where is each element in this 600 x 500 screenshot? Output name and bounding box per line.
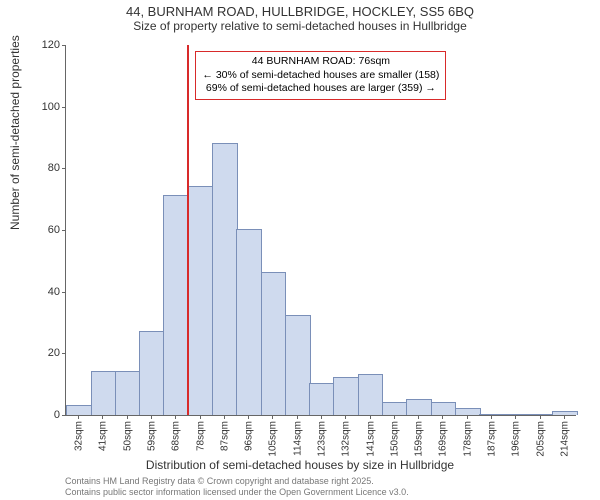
chart-container: 44, BURNHAM ROAD, HULLBRIDGE, HOCKLEY, S…	[0, 0, 600, 500]
x-tick-label: 59sqm	[145, 421, 158, 451]
histogram-bar	[261, 272, 287, 415]
histogram-bar	[333, 377, 359, 415]
x-tick-mark	[418, 415, 419, 419]
histogram-bar	[91, 371, 117, 415]
x-tick-label: 132sqm	[339, 421, 352, 457]
footer-line-2: Contains public sector information licen…	[65, 487, 409, 498]
x-tick-label: 178sqm	[460, 421, 473, 457]
x-tick-label: 196sqm	[509, 421, 522, 457]
footer-line-1: Contains HM Land Registry data © Crown c…	[65, 476, 409, 487]
x-tick-mark	[467, 415, 468, 419]
histogram-bar	[309, 383, 335, 415]
x-tick-mark	[102, 415, 103, 419]
x-tick-label: 159sqm	[412, 421, 425, 457]
histogram-bar	[115, 371, 141, 415]
histogram-bar	[212, 143, 238, 415]
x-tick-mark	[200, 415, 201, 419]
x-tick-label: 169sqm	[436, 421, 449, 457]
y-axis-label: Number of semi-detached properties	[8, 35, 22, 230]
plot-area: 02040608010012032sqm41sqm50sqm59sqm68sqm…	[65, 45, 576, 416]
histogram-bar	[285, 315, 311, 415]
histogram-bar	[188, 186, 214, 415]
y-tick-mark	[62, 353, 66, 354]
x-axis-label: Distribution of semi-detached houses by …	[0, 458, 600, 472]
y-tick-mark	[62, 45, 66, 46]
x-tick-mark	[442, 415, 443, 419]
x-tick-mark	[515, 415, 516, 419]
y-tick-mark	[62, 107, 66, 108]
x-tick-label: 87sqm	[217, 421, 230, 451]
histogram-bar	[382, 402, 408, 415]
annotation-line: ← 30% of semi-detached houses are smalle…	[202, 69, 439, 83]
histogram-bar	[431, 402, 457, 415]
x-tick-mark	[564, 415, 565, 419]
y-tick-mark	[62, 230, 66, 231]
x-tick-mark	[370, 415, 371, 419]
x-tick-label: 41sqm	[96, 421, 109, 451]
x-tick-label: 32sqm	[72, 421, 85, 451]
histogram-bar	[406, 399, 432, 415]
x-tick-mark	[248, 415, 249, 419]
x-tick-mark	[491, 415, 492, 419]
y-tick-mark	[62, 168, 66, 169]
x-tick-label: 141sqm	[363, 421, 376, 457]
x-tick-label: 50sqm	[120, 421, 133, 451]
x-tick-mark	[394, 415, 395, 419]
chart-title: 44, BURNHAM ROAD, HULLBRIDGE, HOCKLEY, S…	[0, 0, 600, 19]
x-tick-mark	[78, 415, 79, 419]
histogram-bar	[139, 331, 165, 415]
histogram-bar	[66, 405, 92, 415]
y-tick-mark	[62, 415, 66, 416]
x-tick-label: 187sqm	[485, 421, 498, 457]
chart-subtitle: Size of property relative to semi-detach…	[0, 19, 600, 37]
annotation-line: 44 BURNHAM ROAD: 76sqm	[202, 55, 439, 69]
x-tick-mark	[321, 415, 322, 419]
x-tick-mark	[345, 415, 346, 419]
x-tick-label: 96sqm	[242, 421, 255, 451]
x-tick-mark	[297, 415, 298, 419]
footer-attribution: Contains HM Land Registry data © Crown c…	[65, 476, 409, 498]
histogram-bar	[236, 229, 262, 415]
x-tick-mark	[127, 415, 128, 419]
annotation-box: 44 BURNHAM ROAD: 76sqm← 30% of semi-deta…	[195, 51, 446, 100]
histogram-bar	[552, 411, 578, 415]
x-tick-label: 114sqm	[290, 421, 303, 456]
x-tick-label: 150sqm	[387, 421, 400, 457]
x-tick-label: 205sqm	[533, 421, 546, 457]
annotation-line: 69% of semi-detached houses are larger (…	[202, 82, 439, 96]
x-tick-mark	[272, 415, 273, 419]
reference-line	[187, 45, 189, 415]
histogram-bar	[358, 374, 384, 415]
histogram-bar	[455, 408, 481, 415]
x-tick-mark	[540, 415, 541, 419]
x-tick-label: 105sqm	[266, 421, 279, 457]
x-tick-label: 123sqm	[315, 421, 328, 457]
histogram-bar	[163, 195, 189, 415]
x-tick-mark	[224, 415, 225, 419]
x-tick-label: 68sqm	[169, 421, 182, 451]
y-tick-mark	[62, 292, 66, 293]
x-tick-mark	[151, 415, 152, 419]
x-tick-label: 78sqm	[193, 421, 206, 451]
x-tick-label: 214sqm	[557, 421, 570, 457]
x-tick-mark	[175, 415, 176, 419]
